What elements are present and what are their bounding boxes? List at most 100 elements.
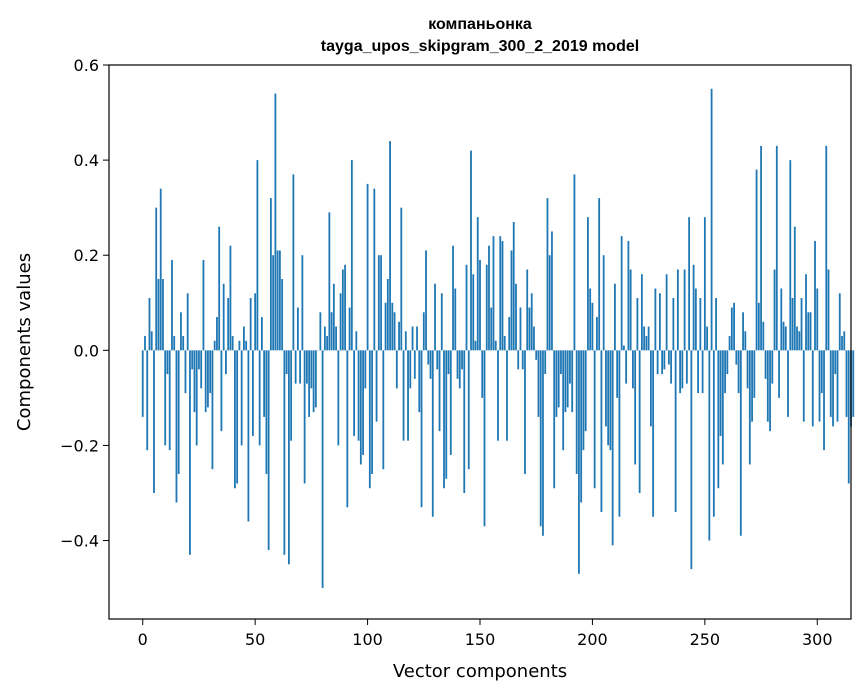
bar-244 <box>690 350 693 570</box>
bar-40 <box>231 336 234 351</box>
bar-277 <box>764 350 767 379</box>
bar-281 <box>773 269 776 351</box>
bar-210 <box>614 283 616 351</box>
bar-195 <box>580 350 583 503</box>
bar-104 <box>375 350 378 422</box>
y-tick-label: −0.4 <box>60 532 99 551</box>
bar-35 <box>220 350 223 432</box>
bar-2 <box>146 350 149 451</box>
bar-189 <box>566 350 569 408</box>
bar-310 <box>838 293 841 351</box>
bar-101 <box>368 350 371 489</box>
bar-118 <box>407 350 409 441</box>
bar-111 <box>391 302 394 351</box>
bar-243 <box>688 217 691 351</box>
bar-271 <box>751 350 753 422</box>
bar-252 <box>708 350 711 541</box>
bar-127 <box>427 350 430 365</box>
bar-255 <box>715 298 717 351</box>
bar-39 <box>229 245 232 351</box>
bar-226 <box>649 350 652 427</box>
bar-132 <box>438 350 441 432</box>
bar-292 <box>798 331 801 351</box>
bar-56 <box>267 350 270 551</box>
bar-236 <box>672 298 675 351</box>
bar-184 <box>555 350 558 417</box>
bar-53 <box>261 317 263 351</box>
bar-14 <box>173 336 176 351</box>
bar-76 <box>312 350 315 413</box>
bar-170 <box>524 350 526 474</box>
bar-207 <box>607 350 610 446</box>
bar-113 <box>395 350 398 389</box>
bar-145 <box>467 350 470 470</box>
bar-297 <box>809 312 812 351</box>
bar-269 <box>746 350 749 389</box>
bar-182 <box>551 231 553 351</box>
bar-286 <box>784 326 787 351</box>
bar-230 <box>658 293 661 351</box>
bar-301 <box>818 350 821 422</box>
y-axis-label: Components values <box>14 253 35 431</box>
bar-67 <box>292 174 295 351</box>
bar-214 <box>623 345 625 351</box>
bar-84 <box>330 312 333 351</box>
bar-42 <box>236 350 239 484</box>
bar-172 <box>528 307 531 351</box>
bar-117 <box>404 331 407 351</box>
bar-211 <box>616 350 619 398</box>
bar-276 <box>762 321 765 351</box>
bar-103 <box>373 188 376 351</box>
bar-307 <box>832 350 834 427</box>
bar-176 <box>537 350 540 417</box>
bar-61 <box>278 250 281 351</box>
bar-133 <box>440 293 443 351</box>
bar-157 <box>494 340 497 351</box>
bar-79 <box>319 312 322 351</box>
bar-219 <box>634 350 637 465</box>
bar-190 <box>569 350 571 384</box>
bar-185 <box>557 350 560 408</box>
bar-213 <box>620 236 623 351</box>
bar-197 <box>584 350 587 432</box>
bar-270 <box>748 350 751 465</box>
bar-62 <box>281 278 284 351</box>
bar-43 <box>238 340 241 351</box>
bar-109 <box>386 278 389 351</box>
bar-27 <box>202 259 205 351</box>
bar-309 <box>836 350 839 422</box>
bar-205 <box>602 255 605 351</box>
bar-121 <box>413 350 416 379</box>
y-tick-label: 0.6 <box>74 56 99 75</box>
bar-100 <box>366 183 369 351</box>
bar-54 <box>263 350 266 417</box>
bar-102 <box>371 350 373 474</box>
bar-183 <box>553 350 556 489</box>
bar-146 <box>470 150 472 351</box>
bar-50 <box>254 293 257 351</box>
bar-256 <box>717 350 720 489</box>
bar-159 <box>499 236 502 351</box>
bar-130 <box>434 283 436 351</box>
bar-156 <box>492 236 495 351</box>
bar-224 <box>645 336 648 351</box>
bar-308 <box>834 350 837 375</box>
bar-264 <box>735 350 738 365</box>
bar-237 <box>674 350 677 512</box>
bar-0 <box>141 350 144 417</box>
bar-298 <box>811 350 814 427</box>
bar-248 <box>699 298 702 351</box>
bar-15 <box>175 350 178 503</box>
bar-119 <box>409 350 412 389</box>
bar-188 <box>564 350 567 413</box>
bar-36 <box>222 283 225 351</box>
bar-283 <box>778 350 780 398</box>
bar-193 <box>575 350 578 474</box>
bar-45 <box>243 326 245 351</box>
bar-128 <box>429 350 432 379</box>
bar-181 <box>548 255 551 351</box>
bar-9 <box>162 278 164 351</box>
bar-18 <box>182 336 185 351</box>
x-tick-label: 250 <box>690 630 721 649</box>
bar-302 <box>820 350 823 394</box>
